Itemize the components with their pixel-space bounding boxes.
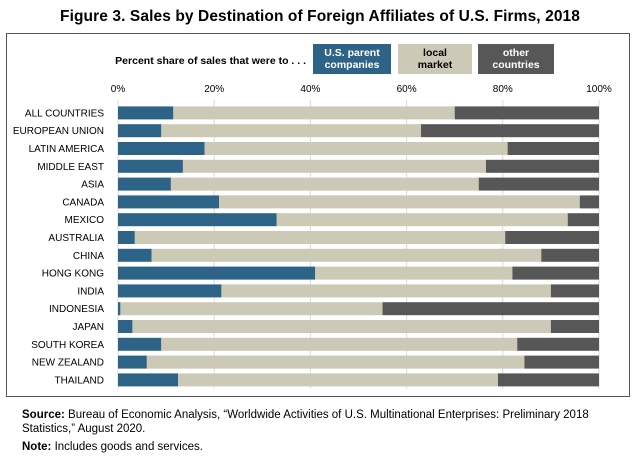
bar-u-s-parent-companies xyxy=(118,284,222,298)
bar-other-countries xyxy=(507,142,599,155)
bar-u-s-parent-companies xyxy=(118,320,133,333)
bar-local-market xyxy=(219,195,580,209)
x-tick-label: 100% xyxy=(586,84,612,95)
bar-other-countries xyxy=(541,248,599,262)
source-text: Bureau of Economic Analysis, “Worldwide … xyxy=(22,409,589,435)
stacked-bar-chart: Percent share of sales that were to . . … xyxy=(13,44,612,389)
legend: Percent share of sales that were to . . … xyxy=(115,44,554,74)
legend-label: local xyxy=(423,47,447,59)
bar-other-countries xyxy=(505,231,599,244)
source-label: Source: xyxy=(22,409,65,421)
bar-other-countries xyxy=(485,159,599,173)
category-label: INDIA xyxy=(77,286,104,297)
category-label: INDONESIA xyxy=(49,304,104,315)
x-tick-label: 0% xyxy=(111,84,126,95)
bar-u-s-parent-companies xyxy=(118,177,171,191)
legend-label: market xyxy=(418,59,453,71)
bar-local-market xyxy=(170,177,479,191)
source-note: Source: Bureau of Economic Analysis, “Wo… xyxy=(22,408,622,436)
category-label: CHINA xyxy=(73,251,104,262)
x-axis-ticks: 0% 20% 40% 60% 80% 100% xyxy=(111,84,612,95)
bar-local-market xyxy=(161,124,422,138)
bar-other-countries xyxy=(454,106,599,120)
category-labels: ALL COUNTRIES EUROPEAN UNION LATIN AMERICA… xyxy=(13,108,104,386)
bar-u-s-parent-companies xyxy=(118,231,135,244)
category-label: NEW ZEALAND xyxy=(32,358,104,369)
bar-other-countries xyxy=(550,320,599,333)
bar-u-s-parent-companies xyxy=(118,355,147,369)
category-label: HONG KONG xyxy=(42,269,104,280)
figure-title: Figure 3. Sales by Destination of Foreig… xyxy=(60,8,580,25)
note-text: Includes goods and services. xyxy=(54,441,203,453)
bar-other-countries xyxy=(567,213,599,227)
bar-local-market xyxy=(132,320,551,333)
x-tick-label: 20% xyxy=(204,84,224,95)
bar-local-market xyxy=(161,337,518,351)
legend-label: other xyxy=(503,47,529,59)
legend-swatch xyxy=(398,44,472,74)
bar-local-market xyxy=(276,213,568,227)
bar-u-s-parent-companies xyxy=(118,302,121,316)
bar-u-s-parent-companies xyxy=(118,373,179,387)
category-label: JAPAN xyxy=(73,322,105,333)
bar-other-countries xyxy=(579,195,599,209)
legend-label: countries xyxy=(492,59,539,71)
category-label: LATIN AMERICA xyxy=(29,144,105,155)
legend-caption: Percent share of sales that were to . . … xyxy=(115,55,306,67)
bar-other-countries xyxy=(478,177,599,191)
bar-local-market xyxy=(182,159,486,173)
category-label: EUROPEAN UNION xyxy=(13,126,104,137)
category-label: SOUTH KOREA xyxy=(31,340,104,351)
bar-local-market xyxy=(315,266,513,280)
footnote: Note: Includes goods and services. xyxy=(22,440,622,454)
bar-u-s-parent-companies xyxy=(118,159,183,173)
bar-u-s-parent-companies xyxy=(118,195,220,209)
bar-other-countries xyxy=(517,337,599,351)
category-label: MIDDLE EAST xyxy=(37,162,104,173)
bar-local-market xyxy=(221,284,551,298)
bar-other-countries xyxy=(524,355,599,369)
bar-u-s-parent-companies xyxy=(118,337,162,351)
bar-u-s-parent-companies xyxy=(118,266,316,280)
bar-local-market xyxy=(120,302,383,316)
bar-other-countries xyxy=(421,124,599,138)
bar-u-s-parent-companies xyxy=(118,142,205,155)
bar-other-countries xyxy=(382,302,599,316)
category-label: ASIA xyxy=(81,180,104,191)
legend-label: U.S. parent xyxy=(324,47,380,59)
bar-local-market xyxy=(134,231,506,244)
bar-local-market xyxy=(151,248,542,262)
category-label: CANADA xyxy=(62,197,104,208)
bar-other-countries xyxy=(550,284,599,298)
bar-local-market xyxy=(204,142,508,155)
bar-other-countries xyxy=(512,266,599,280)
x-tick-label: 40% xyxy=(300,84,320,95)
category-label: ALL COUNTRIES xyxy=(25,108,104,119)
note-label: Note: xyxy=(22,441,52,453)
bar-local-market xyxy=(178,373,498,387)
bar-other-countries xyxy=(497,373,599,387)
bar-local-market xyxy=(173,106,455,120)
bar-u-s-parent-companies xyxy=(118,248,152,262)
category-label: AUSTRALIA xyxy=(48,233,104,244)
bar-u-s-parent-companies xyxy=(118,213,277,227)
legend-swatch xyxy=(313,44,391,74)
legend-swatch xyxy=(478,44,554,74)
bar-u-s-parent-companies xyxy=(118,106,174,120)
category-label: THAILAND xyxy=(55,375,104,386)
bar-local-market xyxy=(146,355,525,369)
x-tick-label: 60% xyxy=(397,84,417,95)
x-tick-label: 80% xyxy=(493,84,513,95)
category-label: MEXICO xyxy=(65,215,105,226)
bars xyxy=(118,106,599,387)
bar-u-s-parent-companies xyxy=(118,124,162,138)
legend-label: companies xyxy=(325,59,380,71)
